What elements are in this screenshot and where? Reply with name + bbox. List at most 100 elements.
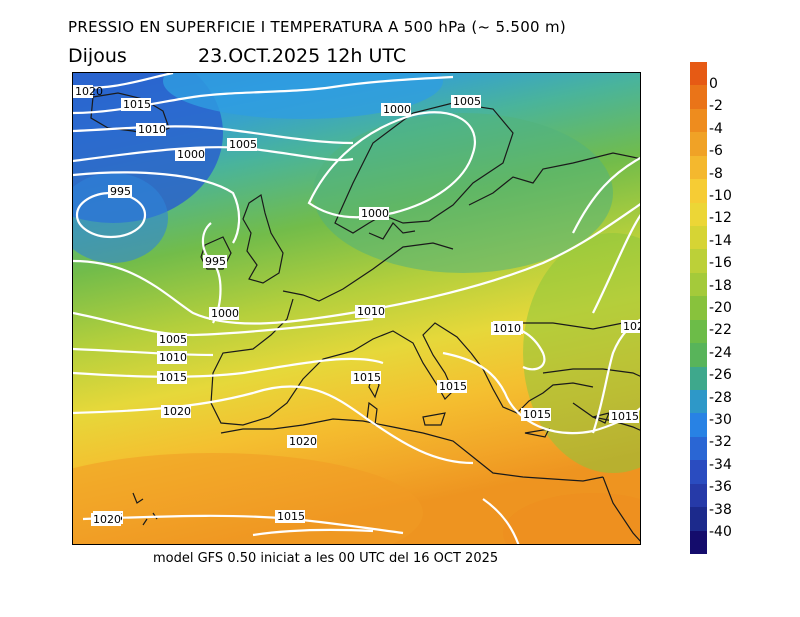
scale-cell bbox=[690, 296, 707, 321]
coast-iberia-biscay bbox=[210, 298, 354, 426]
coast-north-sea bbox=[282, 242, 454, 302]
scale-label: -8 bbox=[709, 165, 723, 182]
isobar-1015-egypt bbox=[482, 498, 520, 544]
coast-crete bbox=[524, 428, 551, 438]
isobar-label: 1020 bbox=[163, 405, 191, 418]
coast-sicily bbox=[422, 412, 446, 426]
scale-label: -22 bbox=[709, 322, 732, 339]
isobar-label: 1020 bbox=[93, 513, 121, 526]
isobar-label: 102 bbox=[623, 320, 641, 333]
scale-cell bbox=[690, 108, 707, 133]
map-title: PRESSIO EN SUPERFICIE I TEMPERATURA A 50… bbox=[68, 18, 567, 36]
cold-pool-north bbox=[163, 73, 443, 119]
isobar-label: 1015 bbox=[123, 98, 151, 111]
isobar-label: 1015 bbox=[523, 408, 551, 421]
scale-label: -34 bbox=[709, 456, 732, 473]
scale-label: 0 bbox=[709, 76, 718, 92]
isobar-1010-n bbox=[73, 125, 354, 145]
scale-label: -38 bbox=[709, 501, 732, 518]
scale-cell bbox=[690, 319, 707, 344]
scale-label: -10 bbox=[709, 188, 732, 204]
scale-cell bbox=[690, 530, 707, 555]
isobar-label: 995 bbox=[110, 185, 131, 198]
coast-great-britain bbox=[242, 194, 284, 284]
scale-label: -40 bbox=[709, 524, 732, 540]
isobar-label: 1010 bbox=[493, 322, 521, 335]
isobar-label: 1020 bbox=[75, 85, 103, 98]
scale-label: -4 bbox=[709, 120, 723, 137]
isobar-label: 1015 bbox=[353, 371, 381, 384]
isobar-1010-south bbox=[73, 347, 214, 357]
temperature-color-scale bbox=[690, 62, 707, 555]
scandinavia-field bbox=[313, 113, 613, 273]
isobar-1000-west bbox=[73, 171, 241, 244]
isobar-label: 1015 bbox=[611, 410, 639, 423]
isobar-label: 1020 bbox=[289, 435, 317, 448]
scale-label: -6 bbox=[709, 143, 723, 160]
isobar-label: 1015 bbox=[159, 371, 187, 384]
scale-label: -20 bbox=[709, 300, 732, 316]
forecast-time: Dijous 23.OCT.2025 12h UTC bbox=[68, 45, 406, 67]
scale-cell bbox=[690, 483, 707, 508]
scale-cell bbox=[690, 272, 707, 297]
coast-black-sea-south bbox=[542, 368, 640, 377]
coast-ireland bbox=[200, 236, 232, 270]
scale-cell bbox=[690, 85, 707, 110]
middle-east-warm-field bbox=[503, 493, 640, 544]
isobar-label: 1010 bbox=[159, 351, 187, 364]
isobar-label: 995 bbox=[205, 255, 226, 268]
coast-cyprus bbox=[591, 412, 610, 424]
scale-label: -28 bbox=[709, 389, 732, 406]
isobar-label: 1010 bbox=[138, 123, 166, 136]
scale-cell bbox=[690, 132, 707, 157]
isobar-label: 1010 bbox=[357, 305, 385, 318]
scale-cell bbox=[690, 179, 707, 204]
isobar-1020-south bbox=[73, 385, 474, 465]
scale-cell bbox=[690, 366, 707, 391]
coast-red-sea bbox=[602, 476, 640, 542]
scale-label: -24 bbox=[709, 344, 732, 361]
scale-label: -12 bbox=[709, 210, 732, 227]
scale-cell bbox=[690, 413, 707, 438]
isobar-1015-africa bbox=[252, 528, 374, 537]
forecast-datetime: 23.OCT.2025 12h UTC bbox=[198, 45, 407, 67]
coast-denmark bbox=[368, 222, 416, 240]
isobar-1005-russia bbox=[572, 156, 640, 234]
scale-cell bbox=[690, 390, 707, 414]
isobar-1010-russia bbox=[592, 214, 640, 314]
scale-label: -26 bbox=[709, 367, 732, 384]
scale-label: -36 bbox=[709, 479, 732, 496]
scale-label: -14 bbox=[709, 232, 732, 249]
scale-cell bbox=[690, 460, 707, 485]
scale-cell bbox=[690, 62, 707, 86]
isobar-label: 1005 bbox=[159, 333, 187, 346]
model-info: model GFS 0.50 iniciat a les 00 UTC del … bbox=[153, 551, 499, 566]
isobar-label: 1015 bbox=[439, 380, 467, 393]
coast-north-africa bbox=[220, 418, 604, 482]
scale-cell bbox=[690, 436, 707, 461]
isobar-label: 1000 bbox=[383, 103, 411, 116]
isobar-label: 1015 bbox=[277, 510, 305, 523]
scale-cell bbox=[690, 249, 707, 274]
forecast-day: Dijous bbox=[68, 45, 127, 67]
scale-label: -18 bbox=[709, 277, 732, 294]
scale-label: -30 bbox=[709, 412, 732, 428]
scale-cell bbox=[690, 155, 707, 180]
isobar-1005-mid bbox=[73, 311, 374, 337]
coast-balkans bbox=[470, 352, 594, 414]
scale-label: -16 bbox=[709, 255, 732, 272]
scale-cell bbox=[690, 507, 707, 532]
africa-warm-field bbox=[73, 453, 423, 544]
isobar-label: 1000 bbox=[211, 307, 239, 320]
isobar-label: 1000 bbox=[177, 148, 205, 161]
scale-label: -32 bbox=[709, 434, 732, 451]
isobar-1015-south bbox=[73, 357, 384, 378]
weather-map: 1020 1015 1010 1005 1000 995 1000 1005 1… bbox=[72, 72, 641, 545]
isobar-label: 1005 bbox=[453, 95, 481, 108]
isobar-label: 1005 bbox=[229, 138, 257, 151]
coast-baltic-east bbox=[468, 152, 640, 206]
scale-label: -2 bbox=[709, 98, 723, 115]
coast-italy bbox=[352, 322, 472, 400]
scale-cell bbox=[690, 226, 707, 250]
isobar-label: 1000 bbox=[361, 207, 389, 220]
